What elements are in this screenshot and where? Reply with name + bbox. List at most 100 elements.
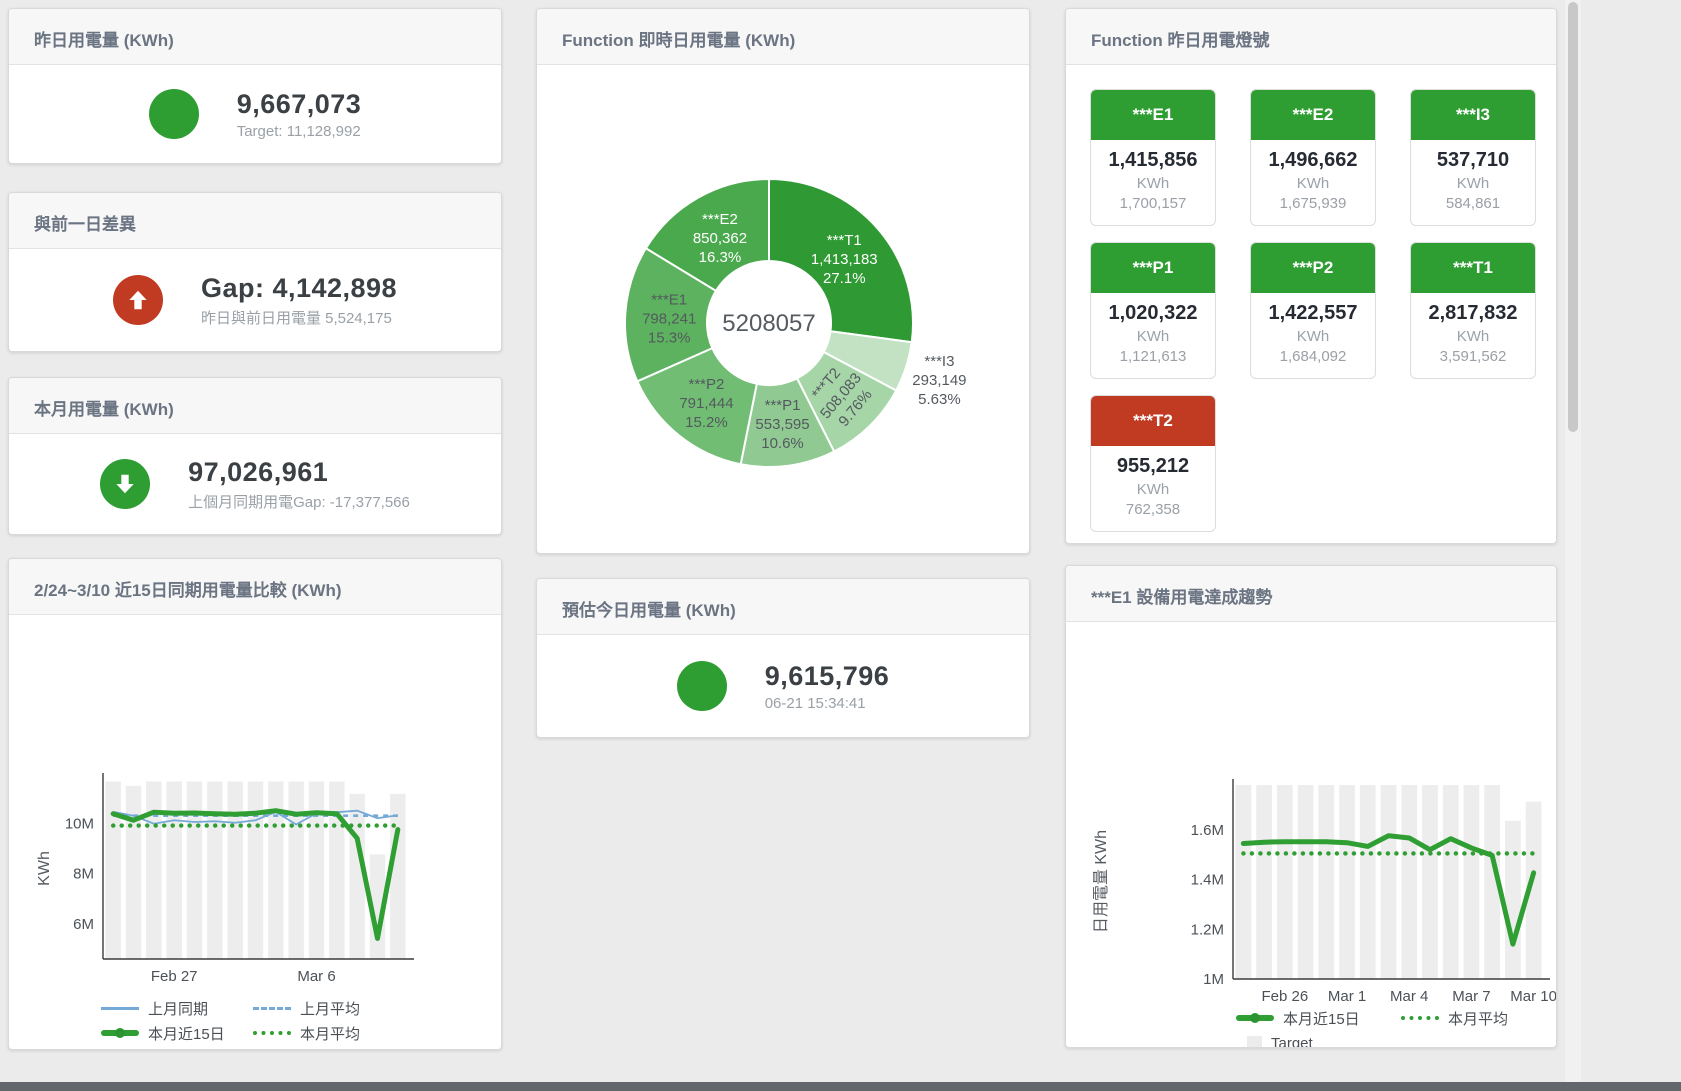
target-bar — [1380, 784, 1397, 979]
green-dot-swatch — [253, 1031, 291, 1035]
legend-this-month-avg[interactable]: 本月平均 — [253, 1022, 501, 1044]
legend-target[interactable]: Target — [1236, 1032, 1401, 1047]
vertical-scrollbar-track[interactable] — [1565, 0, 1581, 1082]
light-tile-t2: ***T2 955,212 KWh 762,358 — [1090, 395, 1216, 532]
target-bar — [1256, 784, 1272, 979]
compare-legend: 上月同期 上月平均 本月近15日 本月平均 Target — [101, 997, 501, 1049]
target-bar — [166, 781, 182, 959]
y-tick-label: 1.2M — [1191, 921, 1224, 938]
legend-last-month-avg[interactable]: 上月平均 — [253, 997, 501, 1019]
yesterday-value: 9,667,073 — [236, 88, 362, 119]
up-arrow-icon — [112, 275, 163, 325]
legend-target[interactable]: Target — [101, 1047, 253, 1049]
pie-slice-label: ***I3 293,149 5.63% — [912, 353, 966, 408]
light-tile-e1: ***E1 1,415,856 KWh 1,700,157 — [1090, 89, 1216, 226]
card-forecast: 預估今日用電量 (KWh) 9,615,796 06-21 15:34:41 — [536, 578, 1030, 738]
tile-label: ***T1 — [1411, 243, 1535, 293]
pie-slice-t1[interactable] — [768, 177, 914, 344]
legend-last-month-series[interactable]: 上月同期 — [101, 997, 253, 1019]
tile-label: ***E1 — [1091, 90, 1215, 140]
card-yesterday-title: 昨日用電量 (KWh) — [9, 9, 501, 65]
card-realtime-donut: Function 即時日用電量 (KWh) ***T1 1,413,183 27.1… — [536, 8, 1030, 554]
target-bar — [1235, 784, 1252, 979]
target-bar — [227, 781, 243, 959]
green-line-swatch — [101, 1028, 139, 1038]
tile-unit: KWh — [1296, 328, 1330, 345]
card-donut-title: Function 即時日用電量 (KWh) — [537, 9, 1029, 65]
day-gap-subtitle: 昨日與前日用電量 5,524,175 — [200, 309, 392, 327]
trend-legend: 本月近15日 本月平均 Target — [1236, 1007, 1556, 1047]
green-dot-swatch — [1401, 1016, 1439, 1020]
legend-this-month-series[interactable]: 本月近15日 — [101, 1022, 253, 1044]
tile-unit: KWh — [1136, 481, 1170, 498]
card-status-lights: Function 昨日用電燈號 ***E1 1,415,856 KWh 1,700,… — [1065, 8, 1557, 544]
legend-this-month-series[interactable]: 本月近15日 — [1236, 1007, 1401, 1029]
day-gap-value: Gap: 4,142,898 — [200, 272, 398, 303]
tile-label: ***E2 — [1251, 90, 1375, 140]
target-bar — [1422, 784, 1438, 979]
target-bar — [1484, 784, 1501, 979]
tile-secondary: 1,684,092 — [1279, 348, 1347, 365]
tile-secondary: 584,861 — [1445, 195, 1501, 212]
light-tile-t1: ***T1 2,817,832 KWh 3,591,562 — [1410, 242, 1536, 379]
tile-label: ***P1 — [1091, 243, 1215, 293]
tile-unit: KWh — [1456, 328, 1490, 345]
target-bar — [146, 781, 162, 959]
day-gap-stat: Gap: 4,142,898 昨日與前日用電量 5,524,175 — [9, 249, 501, 351]
x-tick-label: Mar 10 — [1510, 988, 1557, 1005]
blue-dash-swatch — [253, 1006, 291, 1010]
card-e1-trend: ***E1 設備用電達成趨勢 1M 1.2M 1.4M 1.6M Feb 26 Mar 1… — [1065, 565, 1557, 1048]
e1-trend-chart: 1M 1.2M 1.4M 1.6M Feb 26 Mar 1 Mar 4 Mar 7 Mar 1… — [1093, 779, 1557, 1005]
month-gap: 上個月同期用電Gap: -17,377,566 — [188, 493, 410, 511]
target-bar — [1339, 784, 1355, 979]
card-month-title: 本月用電量 (KWh) — [9, 378, 501, 434]
vertical-scrollbar-thumb[interactable] — [1568, 2, 1578, 432]
target-bar — [125, 785, 142, 959]
y-tick-label: 6M — [73, 916, 94, 933]
pie-slice-label: ***P2 791,444 15.2% — [679, 376, 733, 431]
light-tile-i3: ***I3 537,710 KWh 584,861 — [1410, 89, 1536, 226]
target-bar — [1359, 784, 1376, 979]
forecast-timestamp: 06-21 15:34:41 — [764, 694, 866, 712]
green-line-swatch — [1236, 1013, 1274, 1023]
tile-secondary: 1,700,157 — [1119, 195, 1187, 212]
legend-this-month-avg[interactable]: 本月平均 — [1401, 1007, 1556, 1029]
card-month-usage: 本月用電量 (KWh) 97,026,961 上個月同期用電Gap: -17,3… — [8, 377, 502, 535]
target-bar — [186, 781, 203, 959]
x-tick-label: Feb 27 — [151, 968, 198, 985]
forecast-value: 9,615,796 — [764, 660, 890, 691]
card-trend-title: ***E1 設備用電達成趨勢 — [1066, 566, 1556, 622]
tile-value: 1,422,557 — [1268, 302, 1358, 324]
card-compare-title: 2/24~3/10 近15日同期用電量比較 (KWh) — [9, 559, 501, 615]
light-tile-e2: ***E2 1,496,662 KWh 1,675,939 — [1250, 89, 1376, 226]
status-circle-green — [148, 89, 199, 139]
month-stat: 97,026,961 上個月同期用電Gap: -17,377,566 — [9, 434, 501, 534]
tile-secondary: 762,358 — [1125, 501, 1181, 518]
down-arrow-icon — [100, 459, 151, 509]
target-bar — [329, 781, 345, 959]
target-bar — [1297, 784, 1314, 979]
pie-slice-e2[interactable] — [644, 177, 770, 293]
horizontal-scrollbar[interactable] — [0, 1082, 1681, 1091]
y-tick-label: 1M — [1203, 971, 1224, 988]
card-compare-chart: 2/24~3/10 近15日同期用電量比較 (KWh) 6M 8M 10M Feb 2… — [8, 558, 502, 1050]
target-bar — [1276, 784, 1293, 979]
target-bar — [288, 781, 304, 959]
y-tick-label: 1.4M — [1191, 872, 1224, 889]
light-tile-p2: ***P2 1,422,557 KWh 1,684,092 — [1250, 242, 1376, 379]
tile-value: 537,710 — [1436, 149, 1510, 171]
y-axis-label: KWh — [36, 851, 53, 886]
pie-slice-label: ***E1 798,241 15.3% — [642, 292, 696, 347]
series-line — [1240, 833, 1537, 947]
tile-secondary: 1,121,613 — [1119, 348, 1187, 365]
tile-value: 955,212 — [1116, 455, 1190, 477]
x-tick-label: Feb 26 — [1261, 988, 1308, 1005]
x-tick-label: Mar 4 — [1390, 988, 1428, 1005]
tile-secondary: 3,591,562 — [1439, 348, 1507, 365]
target-bar — [1505, 820, 1521, 979]
forecast-stat: 9,615,796 06-21 15:34:41 — [537, 635, 1029, 737]
tile-unit: KWh — [1136, 175, 1170, 192]
light-tile-p1: ***P1 1,020,322 KWh 1,121,613 — [1090, 242, 1216, 379]
tile-label: ***P2 — [1251, 243, 1375, 293]
target-bar — [105, 781, 121, 959]
